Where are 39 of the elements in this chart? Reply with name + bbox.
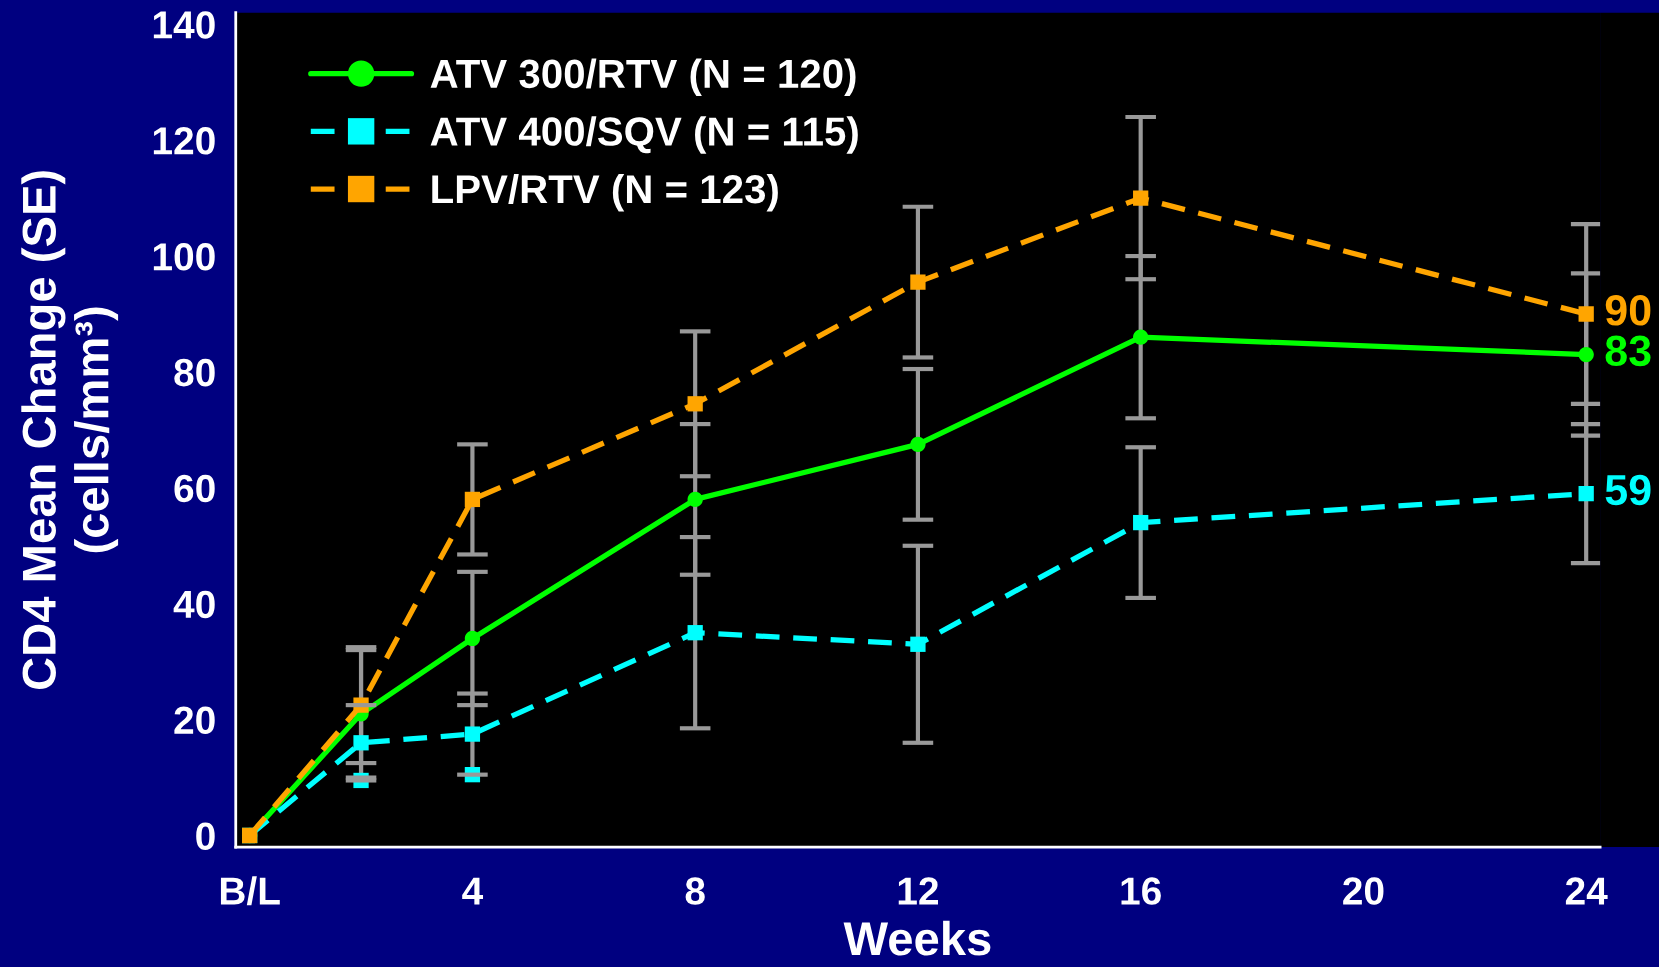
legend-label: ATV 400/SQV (N = 115): [430, 116, 858, 154]
point: [1578, 346, 1594, 363]
point: [687, 491, 703, 508]
y-tick-label: 40: [173, 590, 215, 619]
x-tick-label: 16: [1121, 877, 1161, 905]
point: [1133, 514, 1149, 531]
y-axis-title: CD4 Mean Change (SE) (cells/mm³): [21, 171, 119, 689]
x-tick-label: 24: [1565, 877, 1608, 905]
point: [1578, 306, 1594, 322]
point: [464, 726, 481, 742]
point: [910, 436, 926, 453]
x-tick-label: B/L: [220, 876, 280, 906]
data-label: 90: [1605, 295, 1651, 326]
y-tick-label: 140: [153, 11, 215, 39]
point: [353, 735, 369, 751]
y-tick-label: 60: [174, 474, 215, 503]
x-tick-label: 20: [1343, 877, 1384, 905]
data-label: 83: [1605, 335, 1651, 367]
point: [464, 630, 481, 647]
y-tick-label: 100: [153, 242, 215, 271]
point: [1133, 190, 1149, 206]
point: [1578, 485, 1594, 502]
point: [687, 625, 703, 641]
x-tick-label: 12: [898, 877, 938, 905]
y-tick-label: 80: [174, 358, 215, 387]
point: [1133, 329, 1149, 345]
y-tick-label: 0: [196, 822, 215, 850]
data-label: 59: [1605, 474, 1651, 506]
legend-label: LPV/RTV (N = 123): [432, 173, 778, 212]
x-axis-title: Weeks: [843, 920, 991, 956]
point: [687, 396, 703, 412]
x-tick-label: 8: [685, 877, 705, 905]
point: [910, 636, 926, 652]
point: [910, 274, 926, 290]
point: [464, 491, 481, 508]
y-tick-label: 20: [174, 706, 215, 735]
x-tick-label: 4: [462, 877, 484, 905]
y-tick-label: 120: [153, 127, 215, 155]
legend-label: ATV 300/RTV (N = 120): [430, 58, 856, 97]
